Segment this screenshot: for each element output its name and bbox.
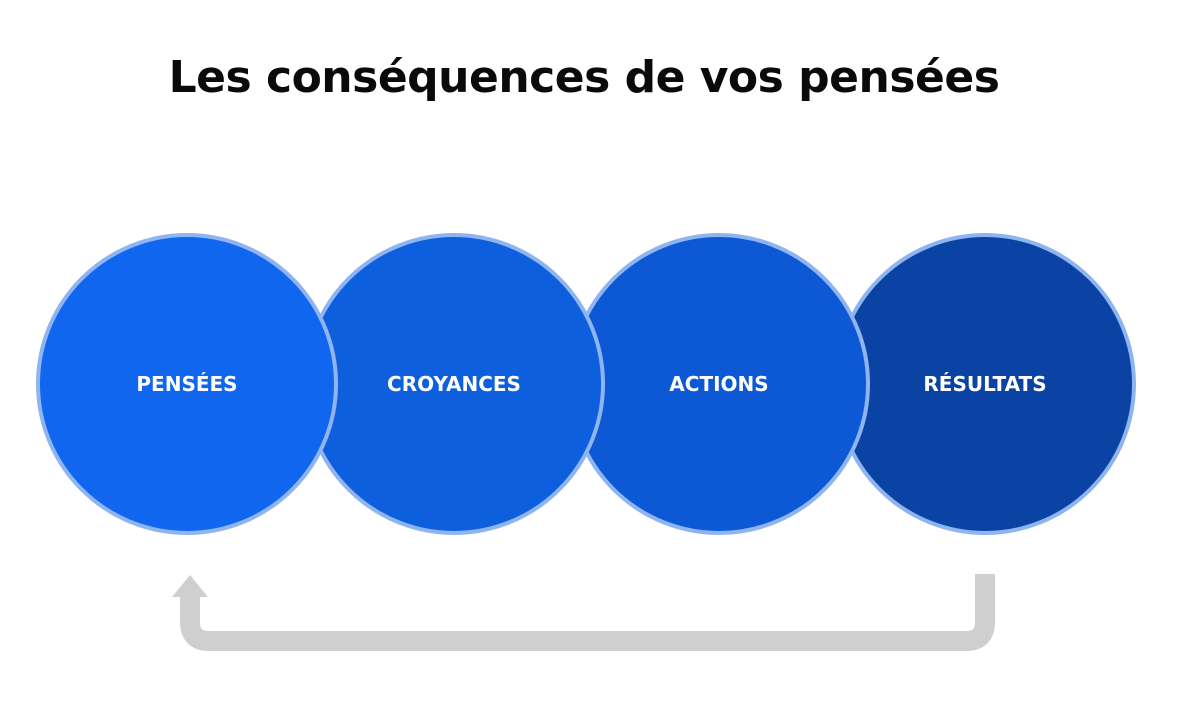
step-circle-pensees bbox=[36, 233, 338, 535]
step-croyances: CROYANCES bbox=[303, 233, 605, 535]
step-label-pensees: PENSÉES bbox=[136, 372, 237, 396]
step-label-actions: ACTIONS bbox=[669, 372, 768, 396]
step-actions: ACTIONS bbox=[568, 233, 870, 535]
step-resultats: RÉSULTATS bbox=[834, 233, 1136, 535]
diagram-title: Les conséquences de vos pensées bbox=[168, 52, 1000, 103]
return-arrow-head bbox=[172, 575, 208, 597]
step-label-resultats: RÉSULTATS bbox=[923, 372, 1046, 396]
step-pensees: PENSÉES bbox=[36, 233, 338, 535]
return-arrow-icon bbox=[172, 574, 995, 651]
return-arrow-line bbox=[180, 574, 995, 651]
step-label-croyances: CROYANCES bbox=[387, 372, 521, 396]
